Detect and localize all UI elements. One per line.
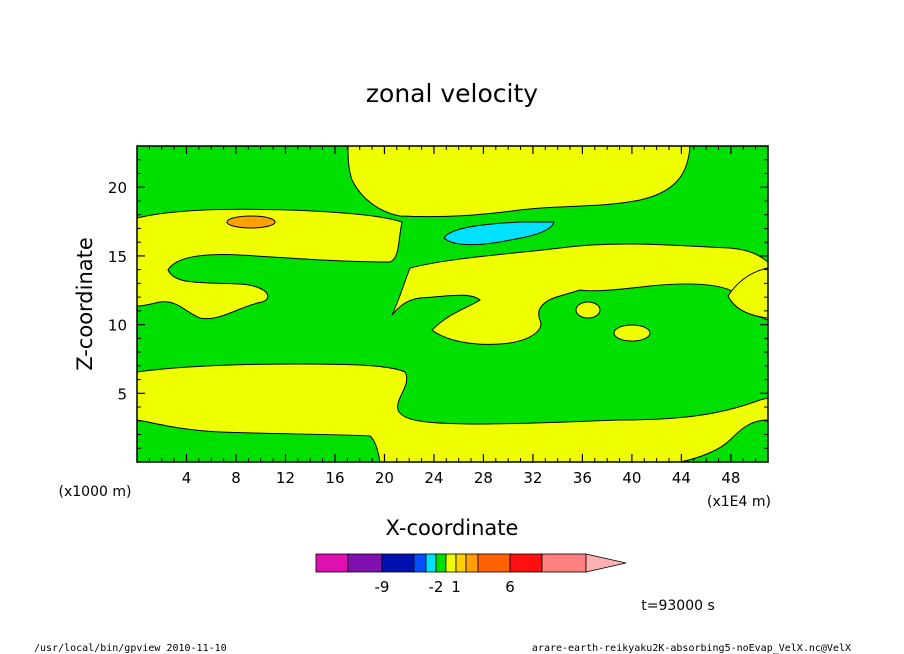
- contour-blob-positive-1: [575, 301, 601, 319]
- x-tick-label: 48: [721, 469, 740, 487]
- y-axis-unit: (x1000 m): [59, 484, 132, 500]
- time-label: t=93000 s: [641, 598, 715, 614]
- x-axis-ticks: 4 8 12 16 20 24 28 32 36 40 44 48: [148, 146, 757, 487]
- contour-region-positive-lower: [136, 363, 769, 463]
- contour-blob-positive-2: [613, 324, 651, 342]
- x-tick-label: 16: [325, 469, 344, 487]
- colorbar-segment: [465, 553, 479, 573]
- contour-region-positive-top: [347, 145, 691, 218]
- colorbar: [315, 553, 627, 573]
- colorbar-segment: [435, 553, 447, 573]
- footer-right-text: arare-earth-reikyaku2K-absorbing5-noEvap…: [532, 643, 851, 654]
- colorbar-labels: -9 -2 1 6: [375, 578, 515, 596]
- x-tick-label: 32: [523, 469, 542, 487]
- chart-title: zonal velocity: [366, 79, 538, 108]
- x-tick-label: 4: [182, 469, 192, 487]
- colorbar-segment: [541, 553, 587, 573]
- colorbar-segment: [413, 553, 427, 573]
- contour-blob-stronger-positive: [226, 215, 276, 229]
- contour-region-positive-upper-left: [136, 208, 403, 320]
- plot-area: [136, 145, 769, 463]
- colorbar-label: 1: [451, 578, 461, 596]
- plot-frame: [136, 145, 769, 463]
- contour-blob-negative: [443, 221, 555, 246]
- y-axis-ticks: 5 10 15 20: [108, 159, 768, 449]
- y-axis-label: Z-coordinate: [73, 237, 97, 371]
- colorbar-extension-arrow: [585, 553, 627, 573]
- x-axis-label: X-coordinate: [386, 516, 519, 540]
- x-tick-label: 28: [474, 469, 493, 487]
- y-tick-label: 5: [117, 385, 127, 403]
- colorbar-segment: [347, 553, 383, 573]
- y-tick-label: 20: [108, 179, 127, 197]
- colorbar-label: -2: [429, 578, 444, 596]
- y-tick-label: 10: [108, 317, 127, 335]
- colorbar-segment: [445, 553, 457, 573]
- y-tick-label: 15: [108, 248, 127, 266]
- colorbar-label: -9: [375, 578, 390, 596]
- colorbar-label: 6: [505, 578, 515, 596]
- x-tick-label: 24: [424, 469, 443, 487]
- colorbar-segment: [455, 553, 467, 573]
- colorbar-segment: [425, 553, 437, 573]
- x-tick-label: 20: [375, 469, 394, 487]
- x-tick-label: 36: [573, 469, 592, 487]
- contour-region-positive-right-bump: [727, 267, 769, 319]
- colorbar-segment: [477, 553, 511, 573]
- x-axis-unit: (x1E4 m): [707, 494, 771, 510]
- contour-region-positive-middle: [391, 243, 769, 345]
- colorbar-segment: [381, 553, 415, 573]
- footer-left-text: /usr/local/bin/gpview 2010-11-10: [34, 643, 227, 654]
- x-tick-label: 8: [231, 469, 241, 487]
- colorbar-segment: [315, 553, 349, 573]
- x-tick-label: 40: [622, 469, 641, 487]
- x-tick-label: 12: [276, 469, 295, 487]
- x-tick-label: 44: [672, 469, 691, 487]
- colorbar-segment: [509, 553, 543, 573]
